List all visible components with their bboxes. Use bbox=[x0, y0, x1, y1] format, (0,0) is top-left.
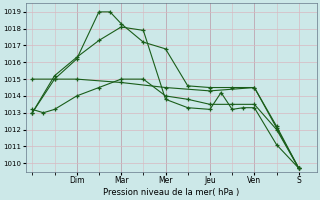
X-axis label: Pression niveau de la mer( hPa ): Pression niveau de la mer( hPa ) bbox=[103, 188, 239, 197]
